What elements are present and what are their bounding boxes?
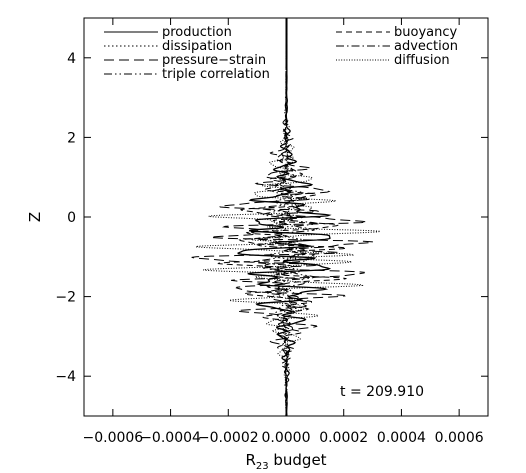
x-axis-title: R23 budget	[245, 451, 326, 472]
series-line	[195, 18, 381, 416]
series-line	[256, 18, 315, 417]
legend-label: pressure−strain	[162, 53, 266, 68]
legend-label: dissipation	[162, 39, 232, 54]
x-axis-title-suffix: budget	[269, 451, 327, 469]
legend: productiondissipationpressure−straintrip…	[104, 25, 458, 82]
x-tick-label: 0.0002	[319, 430, 368, 446]
y-tick-label: 4	[67, 51, 76, 67]
x-tick-label: −0.0004	[140, 430, 201, 446]
series-line	[191, 18, 375, 417]
x-axis-title-subscript: 23	[256, 461, 269, 472]
y-axis-title: Z	[26, 212, 44, 222]
time-annotation: t = 209.910	[340, 384, 424, 400]
legend-label: triple correlation	[162, 67, 270, 82]
x-tick-label: 0.0004	[377, 430, 426, 446]
series-line	[237, 18, 332, 417]
legend-label: advection	[394, 39, 458, 54]
y-tick-label: 2	[67, 130, 76, 146]
x-tick-label: 0.0000	[262, 430, 311, 446]
legend-label: diffusion	[394, 53, 450, 68]
x-axis-title-main: R	[245, 451, 255, 469]
legend-label: production	[162, 25, 232, 40]
y-tick-label: −2	[55, 290, 76, 306]
y-tick-label: −4	[55, 369, 76, 385]
x-tick-label: −0.0002	[198, 430, 259, 446]
legend-label: buoyancy	[394, 25, 457, 40]
series-layer	[191, 18, 381, 417]
axis-layer: −0.0006−0.0004−0.0002 0.0000 0.0002 0.0004 0…	[55, 18, 488, 446]
x-tick-label: −0.0006	[82, 430, 143, 446]
y-tick-label: 0	[67, 210, 76, 226]
x-tick-label: 0.0006	[435, 430, 484, 446]
